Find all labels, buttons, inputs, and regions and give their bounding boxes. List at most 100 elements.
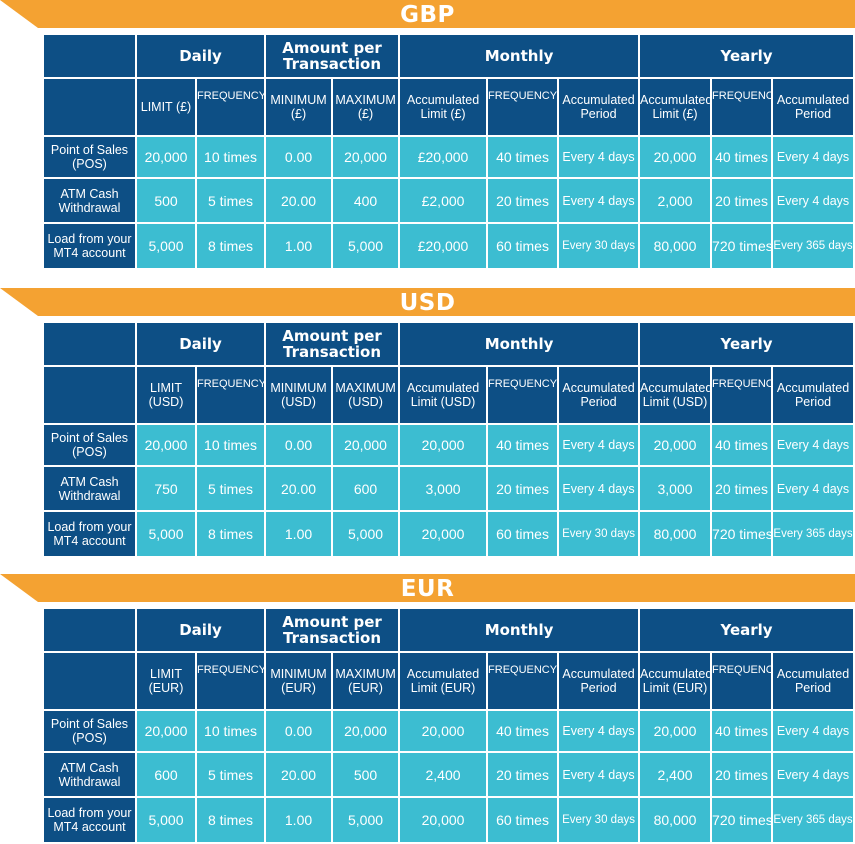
table-cell: £2,000 (400, 179, 487, 222)
sub-header-frequency: FREQUENCY (197, 367, 265, 423)
row-label: Load from your MT4 account (44, 224, 135, 268)
table-cell: 20,000 (333, 137, 399, 177)
table-cell: Every 365 days (773, 798, 854, 842)
table-cell: 400 (333, 179, 399, 222)
table-cell: 3,000 (640, 467, 711, 510)
group-header-monthly: Monthly (400, 35, 639, 77)
table-cell: 20,000 (137, 425, 195, 465)
table-row: Load from your MT4 account 5,000 8 times 1.… (44, 512, 854, 556)
table-cell: 500 (333, 753, 399, 796)
table-cell: 0.00 (266, 711, 332, 751)
currency-banner: GBP (0, 0, 855, 28)
limits-table: Daily Amount per Transaction Monthly Yearly… (42, 33, 855, 270)
table-cell: Every 4 days (773, 467, 854, 510)
table-cell: 5 times (197, 753, 265, 796)
table-cell: £20,000 (400, 224, 487, 268)
table-cell: 80,000 (640, 224, 711, 268)
sub-header-row: LIMIT (USD) FREQUENCY MINIMUM (USD) MAXIMUM… (44, 367, 854, 423)
sub-header-frequency: FREQUENCY (712, 79, 772, 135)
sub-header-accumulated-period: Accumulated Period (773, 367, 854, 423)
currency-title: EUR (400, 576, 455, 602)
table-cell: 20 times (488, 179, 558, 222)
sub-header-minimum: MINIMUM (USD) (266, 367, 332, 423)
table-cell: 40 times (488, 137, 558, 177)
table-cell: 20 times (712, 179, 772, 222)
corner-cell (44, 653, 135, 709)
table-cell: 20,000 (400, 512, 487, 556)
sub-header-accumulated-period: Accumulated Period (773, 653, 854, 709)
sub-header-row: LIMIT (£) FREQUENCY MINIMUM (£) MAXIMUM (£)… (44, 79, 854, 135)
table-cell: 1.00 (266, 798, 332, 842)
table-row: ATM Cash Withdrawal 750 5 times 20.00 600 3,0… (44, 467, 854, 510)
table-cell: Every 30 days (559, 798, 639, 842)
group-header-daily: Daily (137, 35, 265, 77)
corner-cell (44, 609, 135, 651)
table-cell: 1.00 (266, 512, 332, 556)
table-cell: 20,000 (400, 425, 487, 465)
currency-banner: USD (0, 288, 855, 316)
sub-header-accumulated-period: Accumulated Period (559, 367, 639, 423)
table-cell: 500 (137, 179, 195, 222)
row-label: ATM Cash Withdrawal (44, 753, 135, 796)
table-cell: Every 4 days (773, 753, 854, 796)
table-cell: Every 365 days (773, 224, 854, 268)
table-row: Load from your MT4 account 5,000 8 times 1.… (44, 798, 854, 842)
row-label: ATM Cash Withdrawal (44, 179, 135, 222)
sub-header-frequency: FREQUENCY (712, 653, 772, 709)
table-cell: 60 times (488, 224, 558, 268)
table-cell: 600 (333, 467, 399, 510)
table-cell: Every 30 days (559, 512, 639, 556)
sub-header-accumulated-period: Accumulated Period (773, 79, 854, 135)
sub-header-limit: LIMIT (£) (137, 79, 195, 135)
group-header-amount-per-transaction: Amount per Transaction (266, 323, 399, 365)
table-cell: 5,000 (333, 512, 399, 556)
sub-header-limit: LIMIT (USD) (137, 367, 195, 423)
currency-banner: EUR (0, 574, 855, 602)
group-header-monthly: Monthly (400, 323, 639, 365)
sub-header-frequency: FREQUENCY (712, 367, 772, 423)
table-cell: 20,000 (400, 711, 487, 751)
table-cell: 5,000 (333, 798, 399, 842)
table-cell: 8 times (197, 512, 265, 556)
sub-header-accumulated-limit: Accumulated Limit (£) (640, 79, 711, 135)
sub-header-accumulated-period: Accumulated Period (559, 79, 639, 135)
sub-header-row: LIMIT (EUR) FREQUENCY MINIMUM (EUR) MAXIMUM… (44, 653, 854, 709)
table-cell: 20,000 (333, 425, 399, 465)
sub-header-accumulated-limit: Accumulated Limit (£) (400, 79, 487, 135)
table-cell: 2,000 (640, 179, 711, 222)
currency-title: GBP (400, 2, 455, 28)
row-label: Point of Sales (POS) (44, 425, 135, 465)
limits-table: Daily Amount per Transaction Monthly Yearly… (42, 321, 855, 558)
group-header-monthly: Monthly (400, 609, 639, 651)
sub-header-frequency: FREQUENCY (197, 653, 265, 709)
group-header-yearly: Yearly (640, 35, 854, 77)
sub-header-frequency: FREQUENCY (488, 79, 558, 135)
table-cell: 720 times (712, 512, 772, 556)
table-cell: Every 4 days (773, 425, 854, 465)
table-cell: Every 4 days (559, 137, 639, 177)
table-cell: Every 4 days (559, 753, 639, 796)
sub-header-limit: LIMIT (EUR) (137, 653, 195, 709)
corner-cell (44, 367, 135, 423)
table-cell: 20 times (488, 467, 558, 510)
sub-header-maximum: MAXIMUM (USD) (333, 367, 399, 423)
banner-shape (0, 0, 855, 28)
sub-header-accumulated-period: Accumulated Period (559, 653, 639, 709)
table-cell: 720 times (712, 224, 772, 268)
table-cell: 20,000 (640, 137, 711, 177)
table-cell: 40 times (712, 137, 772, 177)
sub-header-frequency: FREQUENCY (197, 79, 265, 135)
group-header-row: Daily Amount per Transaction Monthly Yearly (44, 609, 854, 651)
corner-cell (44, 35, 135, 77)
table-cell: Every 4 days (559, 425, 639, 465)
table-cell: 20,000 (333, 711, 399, 751)
row-label: Load from your MT4 account (44, 512, 135, 556)
group-header-amount-per-transaction: Amount per Transaction (266, 35, 399, 77)
row-label: Point of Sales (POS) (44, 711, 135, 751)
table-cell: 40 times (488, 711, 558, 751)
table-cell: 5 times (197, 467, 265, 510)
table-cell: 40 times (712, 425, 772, 465)
table-cell: 20,000 (400, 798, 487, 842)
table-cell: Every 4 days (559, 467, 639, 510)
table-cell: 2,400 (400, 753, 487, 796)
